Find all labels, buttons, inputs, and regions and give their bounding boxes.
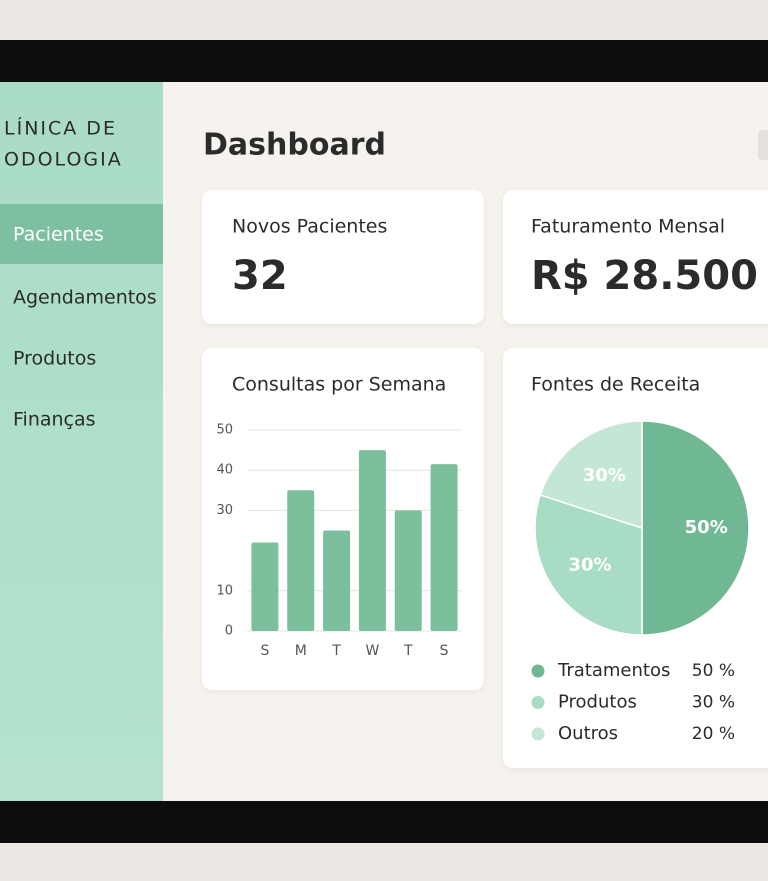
- bar: [358, 450, 386, 631]
- legend-value: 50 %: [692, 661, 735, 681]
- menu-item[interactable]: Finanças: [13, 409, 96, 431]
- pie-slice: [534, 493, 643, 636]
- card-label: Faturamento Mensal: [531, 216, 725, 238]
- legend-label: Produtos: [558, 692, 637, 713]
- y-tick-label: 40: [216, 463, 233, 478]
- page-title: Dashboard: [203, 128, 386, 163]
- x-tick-label: T: [331, 643, 341, 659]
- brand: ODOLOGIA: [4, 149, 123, 171]
- menu-item[interactable]: Pacientes: [13, 224, 104, 246]
- x-tick-label: M: [295, 643, 307, 659]
- y-tick-label: 30: [216, 503, 233, 518]
- menu-item[interactable]: Produtos: [13, 348, 96, 370]
- x-tick-label: T: [403, 643, 413, 659]
- chart-title: Consultas por Semana: [232, 374, 446, 396]
- x-tick-label: S: [440, 643, 449, 659]
- slice-label: 30%: [583, 465, 626, 486]
- slice-label: 50%: [685, 517, 728, 538]
- brand: LÍNICA DE: [4, 117, 117, 140]
- bar: [287, 490, 315, 631]
- card-label: Novos Pacientes: [232, 216, 387, 238]
- y-tick-label: 50: [216, 423, 233, 438]
- legend-label: Outros: [558, 723, 618, 744]
- bar: [430, 464, 458, 631]
- chart-title: Fontes de Receita: [531, 374, 700, 396]
- bar: [323, 530, 351, 631]
- legend-label: Tratamentos: [557, 660, 670, 681]
- card: [503, 190, 768, 324]
- charts: 0 10 30 40 50 S M T W T S 50% Tratamentos 50 % 30% Prod…: [216, 420, 750, 744]
- pie-slice: [641, 420, 750, 636]
- pie-slice: [539, 420, 643, 530]
- top-button[interactable]: [758, 130, 768, 160]
- legend-dot: [531, 696, 545, 709]
- legend-value: 20 %: [692, 724, 735, 744]
- legend-dot: [531, 664, 545, 678]
- menu-item[interactable]: Agendamentos: [13, 287, 157, 309]
- y-tick-label: 0: [225, 624, 233, 639]
- x-tick-label: S: [260, 643, 269, 659]
- bar: [251, 542, 279, 631]
- slice-label: 30%: [569, 555, 612, 576]
- menu-active: [0, 204, 163, 264]
- x-tick-label: W: [365, 643, 379, 659]
- sidebar: [0, 82, 163, 801]
- card: [202, 190, 484, 324]
- legend-dot: [531, 727, 545, 741]
- legend-value: 30 %: [692, 693, 735, 713]
- y-tick-label: 10: [216, 583, 233, 598]
- card-value: R$ 28.500: [531, 253, 758, 299]
- card-value: 32: [232, 253, 288, 299]
- bar: [394, 510, 422, 631]
